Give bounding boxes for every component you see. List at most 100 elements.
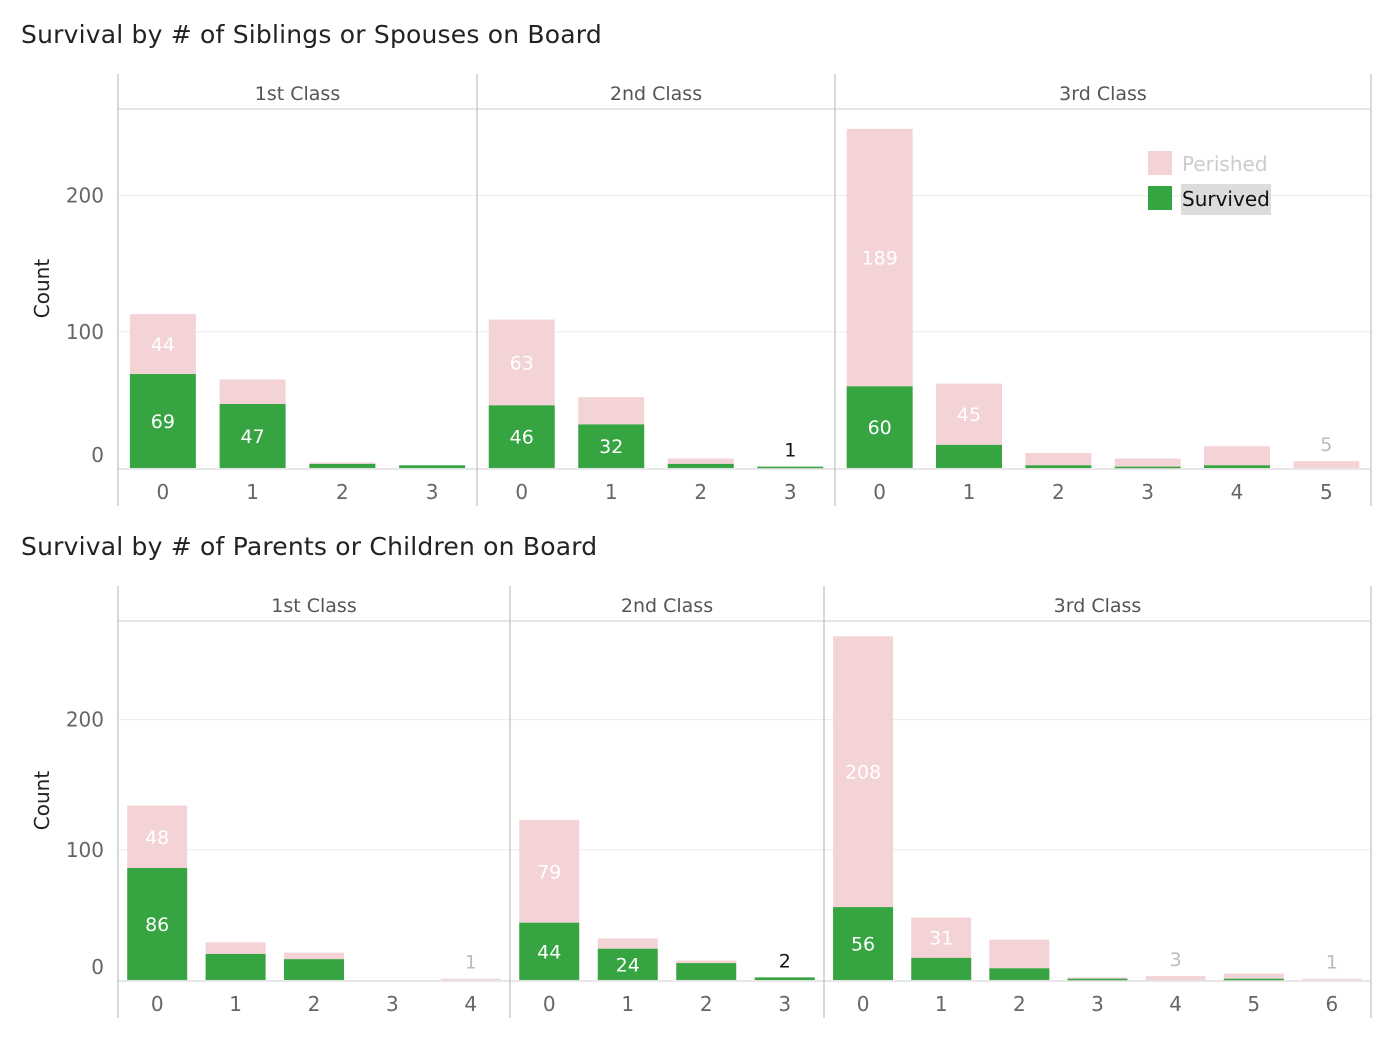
- x-tick-label: 1: [246, 480, 259, 504]
- x-tick-label: 0: [157, 480, 170, 504]
- legend-highlight: [1181, 184, 1271, 215]
- data-label: 63: [510, 352, 534, 374]
- bar-perished: [578, 397, 645, 425]
- bar-perished: [309, 462, 376, 464]
- x-tick-label: 5: [1247, 992, 1260, 1016]
- y-axis-title: Count: [30, 259, 54, 319]
- panel-2nd-class: 2nd Class 0 1 2 3 44 79 24 2: [519, 595, 815, 1016]
- panel-label: 2nd Class: [610, 83, 702, 105]
- bar-survived: [1025, 465, 1092, 468]
- x-tick-label: 6: [1326, 992, 1339, 1016]
- data-label: 1: [1326, 952, 1338, 974]
- bar-perished: [667, 458, 734, 464]
- data-label: 56: [851, 934, 875, 956]
- x-tick-label: 0: [515, 480, 528, 504]
- data-label: 48: [145, 827, 169, 849]
- bar-survived: [676, 963, 737, 980]
- x-tick-label: 0: [873, 480, 886, 504]
- data-label: 189: [862, 248, 898, 270]
- x-tick-label: 3: [426, 480, 439, 504]
- x-tick-label: 4: [1169, 992, 1182, 1016]
- bar-survived: [936, 444, 1002, 468]
- bar-perished: [129, 314, 196, 375]
- x-tick-label: 1: [621, 992, 634, 1016]
- bar-perished: [519, 819, 580, 923]
- bar-survived: [989, 968, 1050, 980]
- panel-1st-class: 1st Class 0 1 2 3 4 86 48 1: [127, 595, 501, 1016]
- bar-perished: [284, 952, 344, 960]
- bar-perished: [989, 939, 1050, 969]
- x-tick-label: 4: [464, 992, 477, 1016]
- bar-survived: [1204, 465, 1270, 468]
- legend-label-perished: Perished: [1182, 152, 1268, 176]
- panel-label: 1st Class: [255, 83, 340, 105]
- bar-survived: [205, 953, 266, 980]
- bar-perished: [127, 805, 188, 869]
- x-tick-label: 3: [386, 992, 399, 1016]
- bar-survived: [833, 907, 894, 980]
- bar-perished: [1223, 973, 1284, 979]
- bar-perished: [1025, 453, 1092, 466]
- x-tick-label: 0: [151, 992, 164, 1016]
- data-label: 208: [845, 762, 881, 784]
- bar-perished: [205, 942, 266, 954]
- data-label: 46: [510, 427, 534, 449]
- bar-perished: [1114, 458, 1181, 467]
- data-label: 1: [784, 440, 796, 462]
- x-tick-label: 0: [543, 992, 556, 1016]
- data-label: 1: [465, 952, 477, 974]
- bar-survived: [219, 403, 286, 468]
- data-label: 32: [599, 436, 623, 458]
- x-tick-label: 1: [605, 480, 618, 504]
- panel-2nd-class: 2nd Class 0 1 2 3 46 63 32 1: [488, 83, 824, 504]
- panel-label: 2nd Class: [621, 595, 713, 617]
- bar-survived: [911, 957, 972, 980]
- x-tick-label: 4: [1231, 480, 1244, 504]
- x-tick-label: 3: [778, 992, 791, 1016]
- y-tick-label: 200: [66, 708, 104, 732]
- data-label: 45: [957, 404, 981, 426]
- y-tick-label: 100: [66, 320, 104, 344]
- y-tick-label: 0: [91, 955, 104, 979]
- legend-swatch-survived: [1148, 186, 1172, 210]
- bar-survived: [757, 466, 824, 469]
- x-tick-label: 2: [1013, 992, 1026, 1016]
- data-label: 31: [929, 928, 953, 950]
- x-tick-label: 2: [1052, 480, 1065, 504]
- data-label: 47: [241, 426, 265, 448]
- bar-survived: [754, 977, 815, 980]
- bar-survived: [399, 465, 466, 468]
- data-label: 24: [616, 954, 640, 976]
- x-tick-label: 1: [963, 480, 976, 504]
- bar-perished: [936, 383, 1002, 445]
- chart-title-parents: Survival by # of Parents or Children on …: [21, 532, 598, 561]
- bar-survived: [1223, 978, 1284, 981]
- bar-survived: [1067, 978, 1128, 981]
- legend-swatch-perished: [1148, 151, 1172, 175]
- bar-perished: [597, 938, 658, 949]
- y-axis-title: Count: [30, 771, 54, 831]
- data-label: 2: [779, 950, 791, 972]
- y-tick-label: 200: [66, 184, 104, 208]
- x-tick-label: 2: [308, 992, 321, 1016]
- legend: Perished Survived: [1148, 151, 1271, 215]
- legend-label-survived: Survived: [1182, 187, 1270, 211]
- bar-perished: [1301, 978, 1362, 980]
- data-label: 86: [145, 914, 169, 936]
- bar-survived: [127, 868, 188, 980]
- x-tick-label: 3: [1141, 480, 1154, 504]
- bar-survived: [578, 424, 645, 468]
- bar-perished: [676, 960, 737, 964]
- bar-survived: [597, 948, 658, 980]
- x-tick-label: 3: [784, 480, 797, 504]
- x-tick-label: 2: [700, 992, 713, 1016]
- bar-perished: [833, 636, 894, 908]
- data-label: 60: [868, 417, 892, 439]
- x-tick-label: 5: [1320, 480, 1333, 504]
- data-label: 44: [151, 334, 175, 356]
- data-label: 5: [1320, 434, 1332, 456]
- panel-label: 3rd Class: [1054, 595, 1142, 617]
